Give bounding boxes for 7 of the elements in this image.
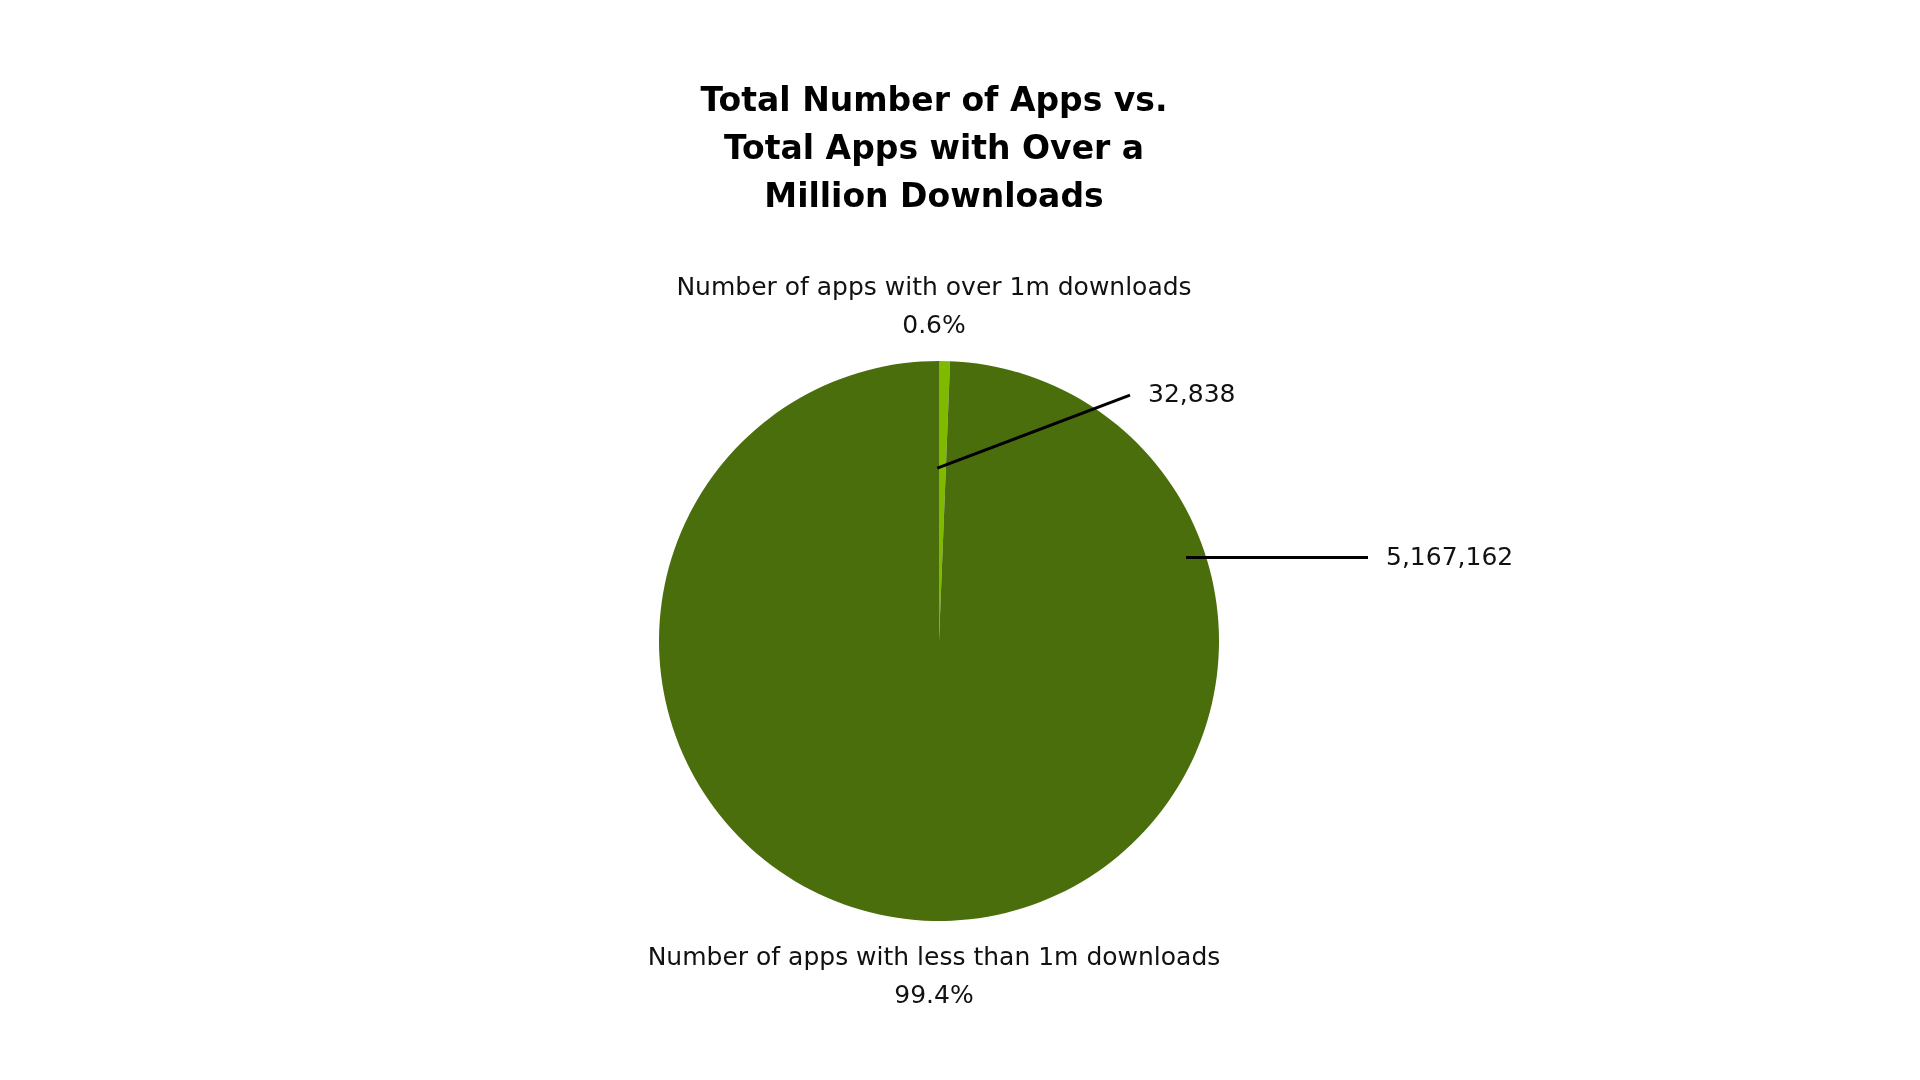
slice-label: Number of apps with less than 1m downloads bbox=[646, 941, 1222, 973]
text: 99.4% bbox=[893, 979, 975, 1011]
data-label: 5,167,162 bbox=[1386, 541, 1514, 571]
chart-title: Total Number of Apps vs. Total Apps with Over a Million Downloads bbox=[699, 79, 1169, 217]
text: 0.6% bbox=[901, 309, 967, 341]
data-label: 32,838 bbox=[1148, 379, 1236, 409]
slice-label: Number of apps with over 1m downloads bbox=[675, 271, 1193, 303]
